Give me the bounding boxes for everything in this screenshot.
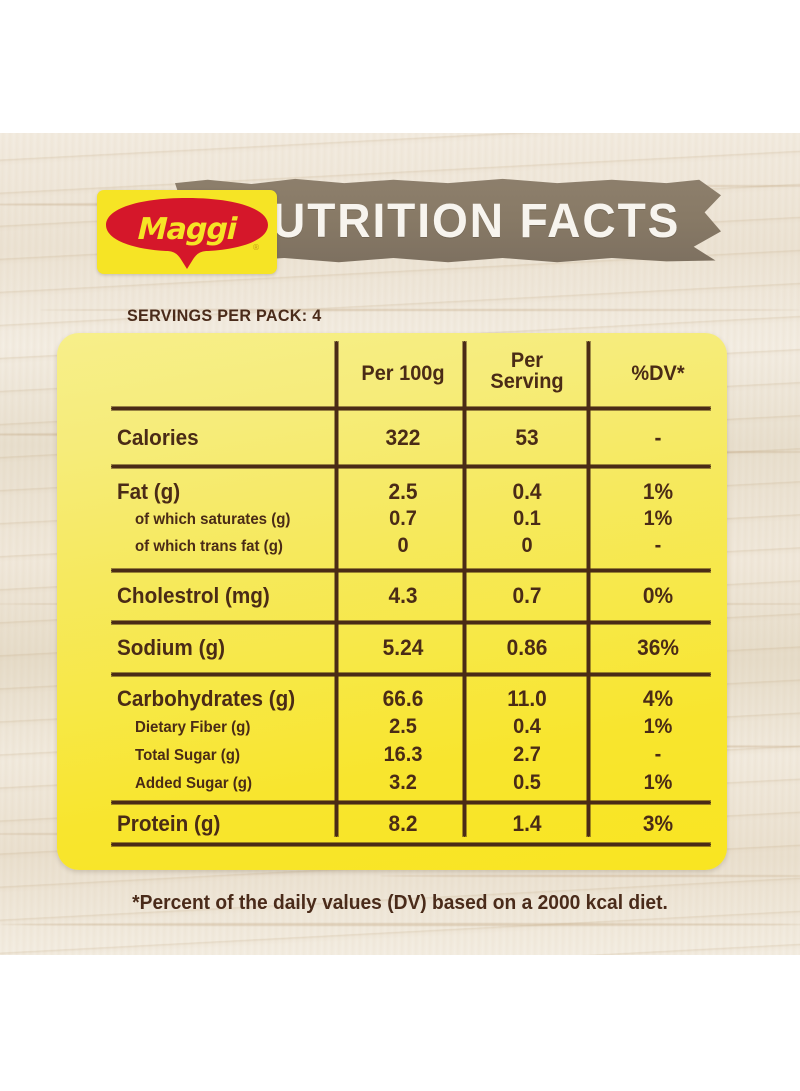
daily-value-footnote: *Percent of the daily values (DV) based …	[132, 892, 668, 914]
cell-cholestrol-per-serving: 0.7	[512, 583, 542, 608]
rule-under-calories	[111, 464, 711, 469]
column-divider-1	[334, 341, 339, 837]
rule-under-protein	[111, 842, 711, 847]
column-header-per-serving-line1: Per	[510, 349, 544, 372]
cell-protein-per-serving: 1.4	[512, 811, 542, 836]
row-label-saturates: of which saturates (g)	[135, 511, 291, 528]
cell-saturates-per-100g: 0.7	[389, 507, 417, 530]
cell-carbohydrates-per-100g: 66.6	[382, 686, 424, 711]
rule-under-cholestrol	[111, 620, 711, 625]
maggi-wordmark: Maggi	[137, 212, 237, 247]
cell-total-sugar-per-serving: 2.7	[513, 743, 541, 766]
row-label-carbohydrates: Carbohydrates (g)	[117, 686, 296, 711]
page-title: NUTRITION FACTS	[236, 194, 681, 248]
cell-carbohydrates-dv: 4%	[642, 686, 674, 711]
cell-saturates-per-serving: 0.1	[513, 507, 541, 530]
column-header-per-serving: Per Serving	[468, 350, 586, 393]
cell-saturates-dv: 1%	[643, 507, 673, 530]
row-label-trans-fat: of which trans fat (g)	[135, 538, 283, 555]
row-label-total-sugar: Total Sugar (g)	[135, 747, 241, 764]
cell-added-sugar-per-100g: 3.2	[389, 771, 417, 794]
cell-total-sugar-dv: -	[654, 743, 662, 766]
maggi-logo: Maggi ®	[97, 190, 277, 274]
rule-under-header	[111, 406, 711, 411]
background-top-band	[0, 0, 800, 133]
column-divider-2	[462, 341, 467, 837]
cell-cholestrol-dv: 0%	[642, 583, 674, 608]
row-label-protein: Protein (g)	[117, 811, 221, 836]
row-label-sodium: Sodium (g)	[117, 635, 225, 660]
row-label-fat: Fat (g)	[117, 479, 181, 504]
rule-under-fat-block	[111, 568, 711, 573]
cell-sodium-per-serving: 0.86	[506, 635, 548, 660]
cell-calories-dv: -	[654, 425, 662, 450]
column-header-dv: %DV*	[631, 362, 685, 385]
cell-carbohydrates-per-serving: 11.0	[507, 686, 547, 711]
servings-per-pack: SERVINGS PER PACK: 4	[127, 306, 322, 325]
row-label-dietary-fiber: Dietary Fiber (g)	[135, 719, 251, 736]
row-label-added-sugar: Added Sugar (g)	[135, 775, 252, 792]
rule-under-sodium	[111, 672, 711, 677]
cell-dietary-fiber-per-serving: 0.4	[513, 715, 541, 738]
cell-dietary-fiber-dv: 1%	[643, 715, 673, 738]
cell-dietary-fiber-per-100g: 2.5	[389, 715, 417, 738]
cell-calories-per-100g: 322	[385, 425, 421, 450]
cell-total-sugar-per-100g: 16.3	[383, 743, 423, 766]
cell-trans-fat-per-serving: 0	[521, 534, 533, 557]
column-divider-3	[586, 341, 591, 837]
background-bottom-band	[0, 955, 800, 1091]
cell-protein-per-100g: 8.2	[388, 811, 418, 836]
rule-under-carb-block	[111, 800, 711, 805]
cell-trans-fat-dv: -	[654, 534, 662, 557]
row-label-calories: Calories	[117, 425, 199, 450]
column-header-per-100g: Per 100g	[361, 362, 445, 385]
cell-sodium-dv: 36%	[637, 635, 679, 660]
cell-calories-per-serving: 53	[515, 425, 539, 450]
cell-protein-dv: 3%	[642, 811, 674, 836]
cell-cholestrol-per-100g: 4.3	[388, 583, 418, 608]
maggi-shield-icon	[106, 198, 268, 269]
cell-fat-dv: 1%	[642, 479, 674, 504]
row-label-cholestrol: Cholestrol (mg)	[117, 583, 270, 608]
registered-mark: ®	[252, 243, 260, 252]
cell-sodium-per-100g: 5.24	[382, 635, 424, 660]
column-header-per-serving-line2: Serving	[490, 370, 564, 394]
cell-fat-per-serving: 0.4	[512, 479, 542, 504]
cell-added-sugar-per-serving: 0.5	[513, 771, 541, 794]
cell-fat-per-100g: 2.5	[388, 479, 418, 504]
cell-added-sugar-dv: 1%	[643, 771, 673, 794]
nutrition-table-card: Per 100g Per Serving %DV* Calories 322 5…	[57, 333, 727, 870]
cell-trans-fat-per-100g: 0	[397, 534, 409, 557]
